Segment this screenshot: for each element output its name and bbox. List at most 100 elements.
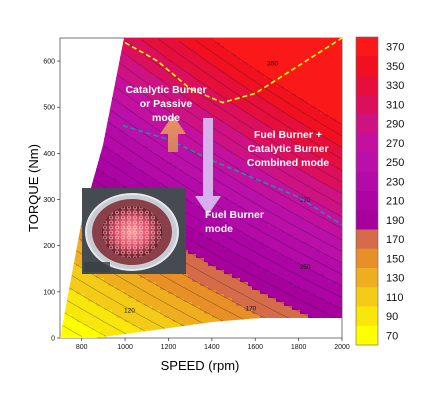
contour-cell [264, 242, 269, 247]
contour-cell [232, 250, 237, 255]
contour-cell [336, 54, 341, 59]
contour-cell [328, 266, 333, 271]
contour-cell [120, 314, 125, 319]
contour-cell [304, 274, 309, 279]
contour-cell [236, 314, 241, 319]
contour-cell [328, 298, 333, 303]
contour-cell [188, 130, 193, 135]
contour-cell [200, 190, 205, 195]
contour-cell [240, 74, 245, 79]
contour-cell [332, 258, 337, 263]
contour-cell [236, 166, 241, 171]
contour-cell [296, 82, 301, 87]
contour-cell [116, 278, 121, 283]
contour-cell [228, 314, 233, 319]
contour-cell [152, 98, 157, 103]
contour-cell [340, 286, 342, 291]
contour-cell [108, 306, 113, 311]
contour-cell [312, 70, 317, 75]
contour-cell [216, 258, 221, 263]
contour-cell [144, 182, 149, 187]
contour-cell [288, 62, 293, 67]
contour-cell [280, 206, 285, 211]
contour-cell [160, 70, 165, 75]
contour-cell [148, 126, 153, 131]
contour-cell [256, 138, 261, 143]
contour-cell [152, 170, 157, 175]
contour-cell [224, 294, 229, 299]
contour-cell [300, 218, 305, 223]
contour-cell [164, 114, 169, 119]
contour-cell [264, 222, 269, 227]
contour-cell [320, 310, 325, 315]
contour-cell [288, 74, 293, 79]
contour-cell [96, 302, 101, 307]
contour-cell [300, 170, 305, 175]
contour-cell [264, 154, 269, 159]
contour-cell [292, 250, 297, 255]
contour-cell [96, 278, 101, 283]
contour-cell [264, 198, 269, 203]
contour-cell [304, 202, 309, 207]
contour-cell [152, 318, 157, 323]
contour-cell [324, 242, 329, 247]
contour-cell [164, 50, 169, 55]
contour-cell [220, 290, 225, 295]
contour-cell [156, 314, 161, 319]
contour-cell [228, 270, 233, 275]
contour-cell [140, 174, 145, 179]
contour-cell [296, 246, 301, 251]
contour-cell [112, 142, 117, 147]
contour-cell [280, 230, 285, 235]
contour-cell [96, 170, 101, 175]
contour-cell [220, 118, 225, 123]
contour-cell [216, 178, 221, 183]
contour-cell [144, 102, 149, 107]
contour-cell [180, 302, 185, 307]
contour-cell [196, 254, 201, 259]
contour-cell [256, 302, 261, 307]
contour-cell [336, 274, 341, 279]
contour-cell [128, 102, 133, 107]
contour-cell [264, 186, 269, 191]
contour-cell [264, 274, 269, 279]
contour-cell [144, 42, 149, 47]
contour-cell [280, 234, 285, 239]
contour-cell [264, 226, 269, 231]
contour-cell [240, 86, 245, 91]
contour-cell [204, 98, 209, 103]
contour-cell [136, 162, 141, 167]
contour-cell [200, 78, 205, 83]
contour-cell [124, 274, 129, 279]
contour-cell [316, 202, 321, 207]
contour-cell [208, 278, 213, 283]
contour-cell [236, 110, 241, 115]
contour-cell [232, 206, 237, 211]
contour-cell [212, 70, 217, 75]
contour-cell [260, 242, 265, 247]
contour-cell [260, 270, 265, 275]
contour-cell [324, 290, 329, 295]
contour-cell [264, 38, 269, 43]
contour-cell [292, 194, 297, 199]
contour-cell [88, 294, 93, 299]
contour-cell [316, 114, 321, 119]
contour-cell [308, 314, 313, 319]
contour-cell [296, 150, 301, 155]
contour-cell [220, 210, 225, 215]
contour-cell [256, 254, 261, 259]
contour-cell [180, 278, 185, 283]
contour-cell [256, 154, 261, 159]
contour-cell [196, 290, 201, 295]
contour-cell [288, 194, 293, 199]
contour-cell [340, 138, 342, 143]
contour-cell [116, 166, 121, 171]
contour-cell [220, 258, 225, 263]
contour-cell [240, 238, 245, 243]
contour-cell [276, 78, 281, 83]
contour-cell [244, 66, 249, 71]
contour-cell [156, 182, 161, 187]
contour-cell [124, 82, 129, 87]
contour-cell [172, 110, 177, 115]
contour-cell [252, 102, 257, 107]
